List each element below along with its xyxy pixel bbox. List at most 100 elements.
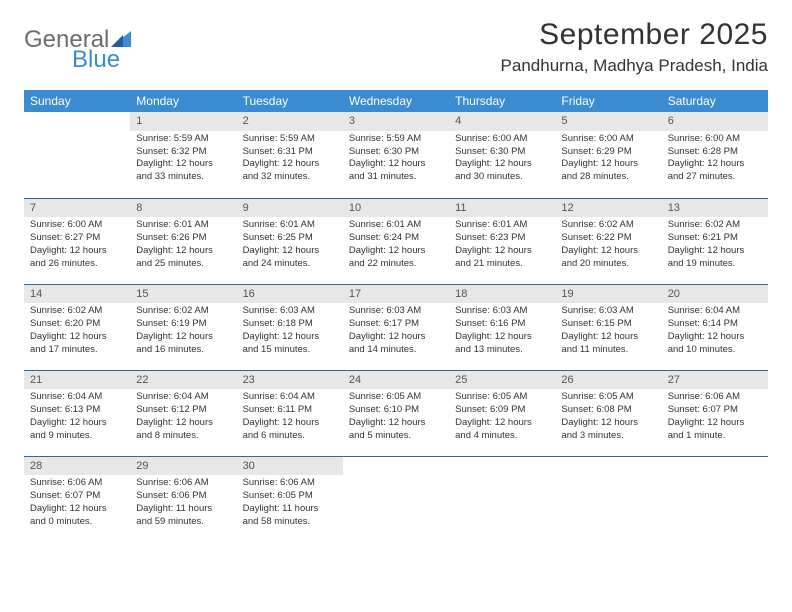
day-body: Sunrise: 6:06 AMSunset: 6:07 PMDaylight:… xyxy=(24,475,130,532)
sunset-text: Sunset: 6:07 PM xyxy=(668,404,762,417)
calendar-week-row: 1Sunrise: 5:59 AMSunset: 6:32 PMDaylight… xyxy=(24,112,768,198)
day-number: 17 xyxy=(343,285,449,304)
day-number: 26 xyxy=(555,371,661,390)
sunrise-text: Sunrise: 6:06 AM xyxy=(243,477,337,490)
day-body: Sunrise: 6:03 AMSunset: 6:15 PMDaylight:… xyxy=(555,303,661,360)
day-body: Sunrise: 6:01 AMSunset: 6:26 PMDaylight:… xyxy=(130,217,236,274)
daylight-text: Daylight: 12 hours and 19 minutes. xyxy=(668,245,762,271)
sunset-text: Sunset: 6:12 PM xyxy=(136,404,230,417)
day-number: 24 xyxy=(343,371,449,390)
day-body: Sunrise: 6:03 AMSunset: 6:17 PMDaylight:… xyxy=(343,303,449,360)
calendar-day-cell: 10Sunrise: 6:01 AMSunset: 6:24 PMDayligh… xyxy=(343,198,449,284)
day-number: 29 xyxy=(130,457,236,476)
sunrise-text: Sunrise: 5:59 AM xyxy=(243,133,337,146)
calendar-day-cell: 15Sunrise: 6:02 AMSunset: 6:19 PMDayligh… xyxy=(130,284,236,370)
sunrise-text: Sunrise: 6:04 AM xyxy=(30,391,124,404)
day-body: Sunrise: 6:05 AMSunset: 6:08 PMDaylight:… xyxy=(555,389,661,446)
daylight-text: Daylight: 12 hours and 25 minutes. xyxy=(136,245,230,271)
day-body: Sunrise: 6:00 AMSunset: 6:27 PMDaylight:… xyxy=(24,217,130,274)
daylight-text: Daylight: 12 hours and 27 minutes. xyxy=(668,158,762,184)
daylight-text: Daylight: 12 hours and 9 minutes. xyxy=(30,417,124,443)
day-body: Sunrise: 6:04 AMSunset: 6:12 PMDaylight:… xyxy=(130,389,236,446)
sunrise-text: Sunrise: 6:05 AM xyxy=(349,391,443,404)
daylight-text: Daylight: 12 hours and 0 minutes. xyxy=(30,503,124,529)
calendar-day-cell: 16Sunrise: 6:03 AMSunset: 6:18 PMDayligh… xyxy=(237,284,343,370)
sunset-text: Sunset: 6:19 PM xyxy=(136,318,230,331)
sunrise-text: Sunrise: 6:03 AM xyxy=(243,305,337,318)
day-body: Sunrise: 6:04 AMSunset: 6:14 PMDaylight:… xyxy=(662,303,768,360)
calendar-day-cell: 5Sunrise: 6:00 AMSunset: 6:29 PMDaylight… xyxy=(555,112,661,198)
calendar-day-cell: 7Sunrise: 6:00 AMSunset: 6:27 PMDaylight… xyxy=(24,198,130,284)
day-number: 30 xyxy=(237,457,343,476)
daylight-text: Daylight: 12 hours and 32 minutes. xyxy=(243,158,337,184)
calendar-day-cell: 24Sunrise: 6:05 AMSunset: 6:10 PMDayligh… xyxy=(343,370,449,456)
day-number: 8 xyxy=(130,199,236,218)
calendar-day-cell: 30Sunrise: 6:06 AMSunset: 6:05 PMDayligh… xyxy=(237,456,343,542)
sunset-text: Sunset: 6:31 PM xyxy=(243,146,337,159)
sunrise-text: Sunrise: 6:04 AM xyxy=(243,391,337,404)
sunset-text: Sunset: 6:13 PM xyxy=(30,404,124,417)
sunset-text: Sunset: 6:24 PM xyxy=(349,232,443,245)
weekday-header: Friday xyxy=(555,90,661,112)
day-number: 10 xyxy=(343,199,449,218)
sunrise-text: Sunrise: 6:01 AM xyxy=(349,219,443,232)
sunset-text: Sunset: 6:25 PM xyxy=(243,232,337,245)
day-number: 3 xyxy=(343,112,449,131)
sunrise-text: Sunrise: 6:06 AM xyxy=(30,477,124,490)
daylight-text: Daylight: 12 hours and 24 minutes. xyxy=(243,245,337,271)
sunset-text: Sunset: 6:23 PM xyxy=(455,232,549,245)
sunrise-text: Sunrise: 6:04 AM xyxy=(136,391,230,404)
daylight-text: Daylight: 12 hours and 21 minutes. xyxy=(455,245,549,271)
sunrise-text: Sunrise: 6:04 AM xyxy=(668,305,762,318)
daylight-text: Daylight: 12 hours and 10 minutes. xyxy=(668,331,762,357)
daylight-text: Daylight: 12 hours and 22 minutes. xyxy=(349,245,443,271)
sunrise-text: Sunrise: 6:01 AM xyxy=(136,219,230,232)
calendar-day-cell: 21Sunrise: 6:04 AMSunset: 6:13 PMDayligh… xyxy=(24,370,130,456)
day-number: 9 xyxy=(237,199,343,218)
day-body: Sunrise: 5:59 AMSunset: 6:32 PMDaylight:… xyxy=(130,131,236,188)
sunset-text: Sunset: 6:17 PM xyxy=(349,318,443,331)
day-number: 21 xyxy=(24,371,130,390)
weekday-header: Thursday xyxy=(449,90,555,112)
calendar-day-cell: 1Sunrise: 5:59 AMSunset: 6:32 PMDaylight… xyxy=(130,112,236,198)
calendar-week-row: 14Sunrise: 6:02 AMSunset: 6:20 PMDayligh… xyxy=(24,284,768,370)
calendar-week-row: 28Sunrise: 6:06 AMSunset: 6:07 PMDayligh… xyxy=(24,456,768,542)
day-number: 25 xyxy=(449,371,555,390)
daylight-text: Daylight: 12 hours and 31 minutes. xyxy=(349,158,443,184)
calendar-day-cell xyxy=(662,456,768,542)
day-body: Sunrise: 6:04 AMSunset: 6:13 PMDaylight:… xyxy=(24,389,130,446)
sunset-text: Sunset: 6:20 PM xyxy=(30,318,124,331)
calendar-day-cell: 29Sunrise: 6:06 AMSunset: 6:06 PMDayligh… xyxy=(130,456,236,542)
day-body: Sunrise: 6:02 AMSunset: 6:19 PMDaylight:… xyxy=(130,303,236,360)
calendar-day-cell: 18Sunrise: 6:03 AMSunset: 6:16 PMDayligh… xyxy=(449,284,555,370)
sunset-text: Sunset: 6:28 PM xyxy=(668,146,762,159)
weekday-header-row: Sunday Monday Tuesday Wednesday Thursday… xyxy=(24,90,768,112)
sunrise-text: Sunrise: 6:00 AM xyxy=(455,133,549,146)
calendar-day-cell: 8Sunrise: 6:01 AMSunset: 6:26 PMDaylight… xyxy=(130,198,236,284)
day-body: Sunrise: 6:02 AMSunset: 6:22 PMDaylight:… xyxy=(555,217,661,274)
daylight-text: Daylight: 12 hours and 15 minutes. xyxy=(243,331,337,357)
calendar-day-cell: 2Sunrise: 5:59 AMSunset: 6:31 PMDaylight… xyxy=(237,112,343,198)
title-block: September 2025 Pandhurna, Madhya Pradesh… xyxy=(501,18,768,76)
day-body: Sunrise: 6:02 AMSunset: 6:20 PMDaylight:… xyxy=(24,303,130,360)
day-body: Sunrise: 5:59 AMSunset: 6:30 PMDaylight:… xyxy=(343,131,449,188)
day-number: 23 xyxy=(237,371,343,390)
calendar-week-row: 7Sunrise: 6:00 AMSunset: 6:27 PMDaylight… xyxy=(24,198,768,284)
sunset-text: Sunset: 6:30 PM xyxy=(349,146,443,159)
sunrise-text: Sunrise: 6:06 AM xyxy=(668,391,762,404)
day-body: Sunrise: 6:00 AMSunset: 6:28 PMDaylight:… xyxy=(662,131,768,188)
sunrise-text: Sunrise: 6:03 AM xyxy=(349,305,443,318)
day-body: Sunrise: 6:00 AMSunset: 6:30 PMDaylight:… xyxy=(449,131,555,188)
daylight-text: Daylight: 12 hours and 26 minutes. xyxy=(30,245,124,271)
day-body: Sunrise: 6:02 AMSunset: 6:21 PMDaylight:… xyxy=(662,217,768,274)
sunset-text: Sunset: 6:18 PM xyxy=(243,318,337,331)
weekday-header: Monday xyxy=(130,90,236,112)
calendar-day-cell: 11Sunrise: 6:01 AMSunset: 6:23 PMDayligh… xyxy=(449,198,555,284)
sunrise-text: Sunrise: 6:03 AM xyxy=(455,305,549,318)
month-title: September 2025 xyxy=(501,18,768,52)
calendar-day-cell xyxy=(555,456,661,542)
day-body: Sunrise: 5:59 AMSunset: 6:31 PMDaylight:… xyxy=(237,131,343,188)
day-body: Sunrise: 6:04 AMSunset: 6:11 PMDaylight:… xyxy=(237,389,343,446)
calendar-day-cell xyxy=(449,456,555,542)
daylight-text: Daylight: 12 hours and 30 minutes. xyxy=(455,158,549,184)
